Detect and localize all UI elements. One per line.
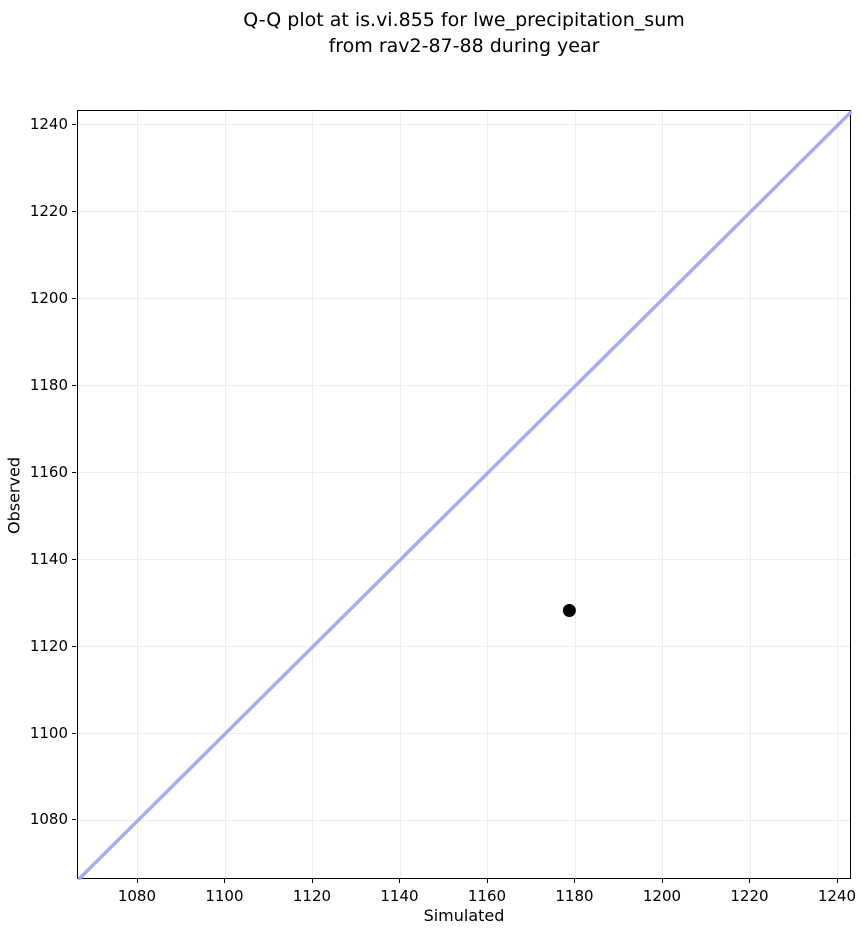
x-tick-label: 1200 [642, 887, 682, 905]
x-tick-label: 1120 [292, 887, 332, 905]
x-tick-mark [661, 879, 663, 883]
identity-line [78, 111, 852, 880]
x-axis-label: Simulated [423, 906, 505, 925]
x-tick-label: 1240 [817, 887, 857, 905]
x-gridline [312, 111, 314, 878]
x-tick-label: 1180 [555, 887, 594, 905]
y-tick-label: 1120 [29, 636, 68, 655]
y-tick-mark [72, 819, 76, 821]
y-tick-label: 1100 [29, 723, 68, 742]
x-tick-label: 1140 [380, 887, 419, 905]
y-gridline [78, 819, 850, 821]
y-tick-mark [72, 384, 76, 386]
x-tick-label: 1220 [730, 887, 769, 905]
y-tick-label: 1220 [29, 201, 68, 220]
plot-area [77, 110, 852, 880]
y-axis-label: Observed [4, 457, 24, 534]
x-tick-label: 1080 [117, 887, 157, 905]
y-gridline [78, 385, 850, 387]
chart-title-line1: Q-Q plot at is.vi.855 for lwe_precipitat… [243, 9, 685, 31]
y-tick-label: 1200 [29, 288, 68, 307]
x-gridline [574, 111, 576, 878]
y-gridline [78, 733, 850, 734]
x-gridline [224, 111, 226, 878]
y-tick-mark [72, 471, 76, 473]
x-gridline [749, 111, 751, 878]
x-gridline [399, 111, 401, 878]
x-tick-mark [749, 879, 751, 883]
x-tick-mark [574, 879, 576, 883]
x-tick-mark [224, 879, 226, 883]
y-gridline [78, 298, 850, 300]
y-tick-label: 1080 [29, 810, 68, 829]
x-gridline [487, 111, 489, 878]
x-tick-mark [486, 879, 488, 883]
data-point-marker [562, 603, 576, 617]
y-gridline [78, 211, 850, 213]
x-gridline [137, 111, 139, 878]
y-tick-mark [72, 297, 76, 299]
x-tick-mark [399, 879, 401, 883]
y-gridline [78, 559, 850, 561]
y-tick-mark [72, 732, 76, 734]
y-tick-mark [72, 123, 76, 125]
x-tick-mark [136, 879, 138, 883]
y-tick-label: 1160 [29, 462, 68, 481]
x-tick-label: 1100 [205, 887, 244, 905]
chart-title-line2: from rav2-87-88 during year [328, 34, 600, 57]
y-tick-label: 1180 [29, 375, 68, 394]
y-tick-mark [72, 558, 76, 560]
plot-canvas [78, 111, 852, 880]
chart-title: Q-Q plot at is.vi.855 for lwe_precipitat… [77, 8, 851, 59]
y-tick-label: 1140 [29, 549, 68, 568]
x-gridline [662, 111, 664, 878]
x-tick-mark [311, 879, 313, 883]
y-tick-mark [72, 210, 76, 212]
y-tick-label: 1240 [29, 114, 68, 133]
y-gridline [78, 472, 850, 474]
y-gridline [78, 124, 850, 126]
x-gridline [837, 111, 839, 878]
x-tick-mark [836, 879, 838, 883]
x-tick-label: 1160 [467, 887, 507, 905]
y-tick-mark [72, 645, 76, 647]
y-gridline [78, 646, 850, 648]
